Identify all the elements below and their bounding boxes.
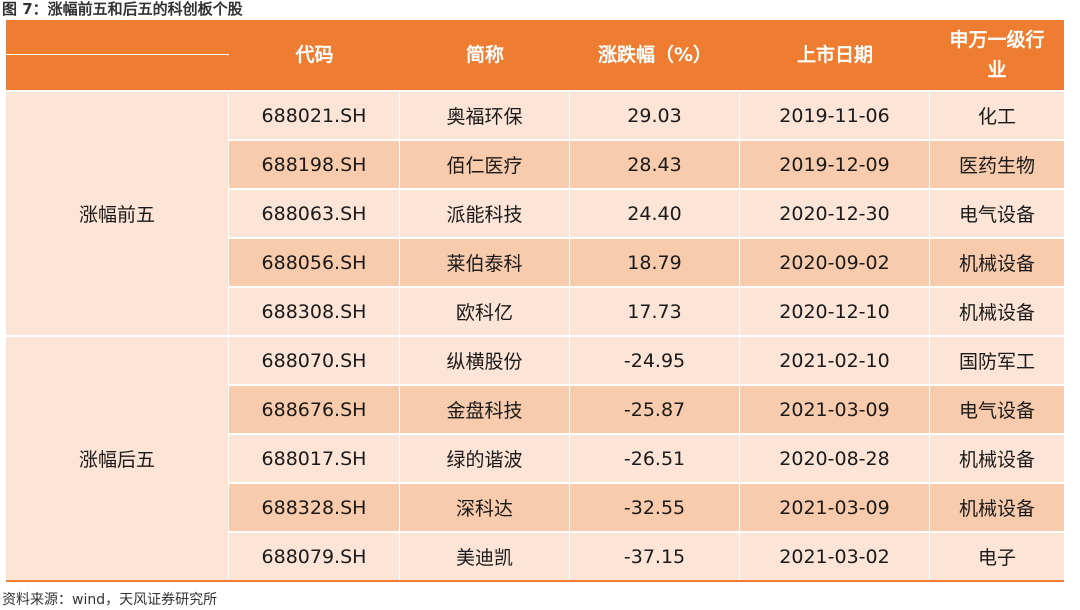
cell-industry: 电子 [977, 547, 1016, 569]
table-bottom-rule [6, 580, 1064, 582]
cell-industry: 电气设备 [958, 400, 1035, 422]
cell-industry: 机械设备 [958, 449, 1035, 471]
cell-change-pct: 18.79 [570, 239, 740, 286]
cell-change-pct: 17.73 [570, 288, 740, 335]
cell-listing-date: 2020-09-02 [740, 239, 930, 286]
cell-code: 688017.SH [229, 435, 400, 482]
stock-table: 代码 简称 涨跌幅（%） 上市日期 申万一级行业 涨幅前五 688021.SH 奥福… [6, 20, 1064, 582]
table-body: 涨幅前五 688021.SH 奥福环保 29.03 2019-11-06 化工 688198… [6, 90, 1064, 580]
table-row: 688676.SH 金盘科技 -25.87 2021-03-09 电气设备 [229, 384, 1064, 433]
cell-code: 688308.SH [229, 288, 400, 335]
cell-short-name: 美迪凯 [400, 533, 570, 580]
table-row: 688017.SH 绿的谐波 -26.51 2020-08-28 机械设备 [229, 433, 1064, 482]
table-row: 688079.SH 美迪凯 -37.15 2021-03-02 电子 [229, 531, 1064, 580]
group-bottom-five: 涨幅后五 688070.SH 纵横股份 -24.95 2021-02-10 国防军工 688… [6, 335, 1064, 580]
cell-industry: 机械设备 [958, 498, 1035, 520]
cell-change-pct: -24.95 [570, 337, 740, 384]
group-top-five: 涨幅前五 688021.SH 奥福环保 29.03 2019-11-06 化工 688198… [6, 90, 1064, 335]
cell-change-pct: 24.40 [570, 190, 740, 237]
table-row: 688063.SH 派能科技 24.40 2020-12-30 电气设备 [229, 188, 1064, 237]
cell-listing-date: 2020-08-28 [740, 435, 930, 482]
table-row: 688198.SH 佰仁医疗 28.43 2019-12-09 医药生物 [229, 139, 1064, 188]
cell-short-name: 绿的谐波 [400, 435, 570, 482]
table-row: 688070.SH 纵横股份 -24.95 2021-02-10 国防军工 [229, 337, 1064, 384]
cell-code: 688021.SH [229, 92, 400, 139]
source-note: 资料来源：wind，天风证券研究所 [2, 592, 218, 608]
cell-listing-date: 2021-03-09 [740, 386, 930, 433]
cell-change-pct: 29.03 [570, 92, 740, 139]
cell-industry: 化工 [977, 106, 1016, 128]
cell-change-pct: -32.55 [570, 484, 740, 531]
cell-change-pct: -26.51 [570, 435, 740, 482]
table-row: 688308.SH 欧科亿 17.73 2020-12-10 机械设备 [229, 286, 1064, 335]
cell-change-pct: -37.15 [570, 533, 740, 580]
header-short-name: 简称 [465, 44, 504, 66]
cell-short-name: 奥福环保 [400, 92, 570, 139]
header-change-pct: 涨跌幅（%） [597, 44, 713, 66]
cell-short-name: 莱伯泰科 [400, 239, 570, 286]
table-row: 688021.SH 奥福环保 29.03 2019-11-06 化工 [229, 92, 1064, 139]
cell-code: 688056.SH [229, 239, 400, 286]
cell-code: 688198.SH [229, 141, 400, 188]
cell-listing-date: 2021-02-10 [740, 337, 930, 384]
table-header: 代码 简称 涨跌幅（%） 上市日期 申万一级行业 [6, 20, 1064, 90]
cell-change-pct: -25.87 [570, 386, 740, 433]
cell-industry: 机械设备 [958, 302, 1035, 324]
cell-industry: 国防军工 [958, 351, 1035, 373]
group-label: 涨幅前五 [6, 92, 229, 335]
group-rows: 688070.SH 纵横股份 -24.95 2021-02-10 国防军工 688676.… [229, 337, 1064, 580]
cell-listing-date: 2019-12-09 [740, 141, 930, 188]
header-corner [6, 20, 229, 90]
table-row: 688056.SH 莱伯泰科 18.79 2020-09-02 机械设备 [229, 237, 1064, 286]
cell-code: 688328.SH [229, 484, 400, 531]
cell-code: 688070.SH [229, 337, 400, 384]
cell-change-pct: 28.43 [570, 141, 740, 188]
cell-listing-date: 2019-11-06 [740, 92, 930, 139]
cell-listing-date: 2020-12-10 [740, 288, 930, 335]
cell-listing-date: 2021-03-09 [740, 484, 930, 531]
group-label: 涨幅后五 [6, 337, 229, 580]
cell-listing-date: 2020-12-30 [740, 190, 930, 237]
cell-listing-date: 2021-03-02 [740, 533, 930, 580]
cell-short-name: 纵横股份 [400, 337, 570, 384]
header-industry: 申万一级行业 [949, 29, 1045, 81]
cell-industry: 电气设备 [958, 204, 1035, 226]
cell-short-name: 派能科技 [400, 190, 570, 237]
cell-short-name: 欧科亿 [400, 288, 570, 335]
cell-industry: 机械设备 [958, 253, 1035, 275]
figure-title: 图 7：涨幅前五和后五的科创板个股 [2, 0, 243, 18]
cell-code: 688676.SH [229, 386, 400, 433]
cell-short-name: 佰仁医疗 [400, 141, 570, 188]
cell-short-name: 金盘科技 [400, 386, 570, 433]
table-row: 688328.SH 深科达 -32.55 2021-03-09 机械设备 [229, 482, 1064, 531]
header-listing-date: 上市日期 [796, 44, 873, 66]
cell-industry: 医药生物 [958, 155, 1035, 177]
header-code: 代码 [295, 44, 334, 66]
group-rows: 688021.SH 奥福环保 29.03 2019-11-06 化工 688198.SH 佰… [229, 92, 1064, 335]
cell-code: 688079.SH [229, 533, 400, 580]
cell-short-name: 深科达 [400, 484, 570, 531]
cell-code: 688063.SH [229, 190, 400, 237]
